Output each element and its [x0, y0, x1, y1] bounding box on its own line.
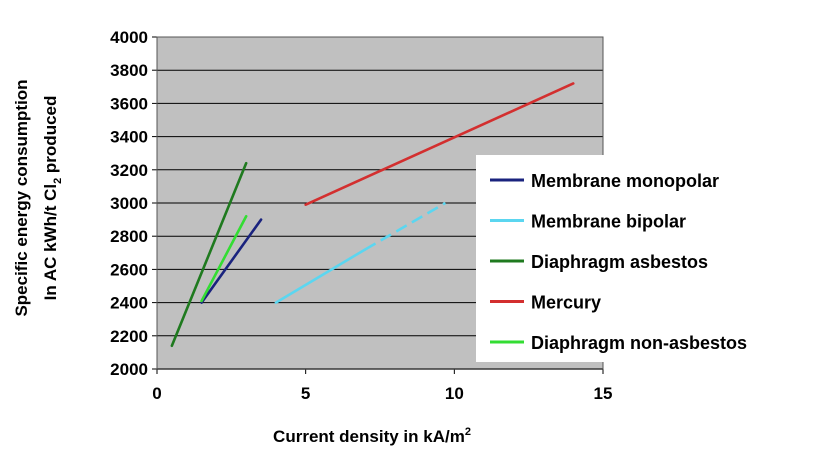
series-line: [200, 214, 248, 303]
y-tick-label: 3400: [110, 128, 148, 147]
legend-label: Membrane monopolar: [531, 171, 719, 191]
y-axis-ticks: 2000 2200 2400 2600 2800 3000 3200 3400 3600 3800…: [110, 28, 157, 379]
y-tick-label: 3600: [110, 94, 148, 113]
y-axis-title-line2-suffix: produced: [41, 96, 60, 178]
legend: Membrane monopolar Membrane bipolar Diaphr…: [476, 155, 807, 362]
y-tick-label: 4000: [110, 28, 148, 47]
legend-label: Diaphragm asbestos: [531, 252, 708, 272]
y-tick-label: 2600: [110, 260, 148, 279]
y-axis-title-line2-prefix: In AC kWh/t Cl: [41, 184, 60, 300]
x-tick-label: 10: [445, 384, 464, 403]
series-lines: [170, 82, 575, 348]
y-tick-label: 2400: [110, 294, 148, 313]
x-axis-title-sup: 2: [465, 426, 471, 438]
legend-box: [476, 155, 807, 362]
y-tick-label: 3800: [110, 61, 148, 80]
series-line: [304, 82, 575, 206]
legend-label: Mercury: [531, 293, 601, 313]
y-axis-title-line1: Specific energy consumption: [12, 79, 31, 316]
x-tick-label: 15: [594, 384, 613, 403]
legend-label: Diaphragm non-asbestos: [531, 333, 747, 353]
y-tick-label: 2200: [110, 327, 148, 346]
legend-label: Membrane bipolar: [531, 212, 686, 232]
y-tick-label: 3200: [110, 161, 148, 180]
x-axis-title-text: Current density in kA/m: [273, 427, 465, 446]
x-axis-ticks: 0 5 10 15: [152, 368, 613, 403]
series-line: [274, 248, 367, 304]
y-tick-label: 2800: [110, 227, 148, 246]
series-line-dashed: [364, 201, 447, 251]
series-line: [170, 161, 248, 348]
y-tick-label: 2000: [110, 360, 148, 379]
x-tick-label: 5: [301, 384, 310, 403]
y-tick-label: 3000: [110, 194, 148, 213]
series-line: [200, 218, 263, 304]
y-axis-title-line2: In AC kWh/t Cl2 produced: [41, 96, 64, 301]
y-axis-title-line2-sub: 2: [52, 178, 64, 184]
x-axis-title: Current density in kA/m2: [273, 426, 471, 446]
x-tick-label: 0: [152, 384, 161, 403]
